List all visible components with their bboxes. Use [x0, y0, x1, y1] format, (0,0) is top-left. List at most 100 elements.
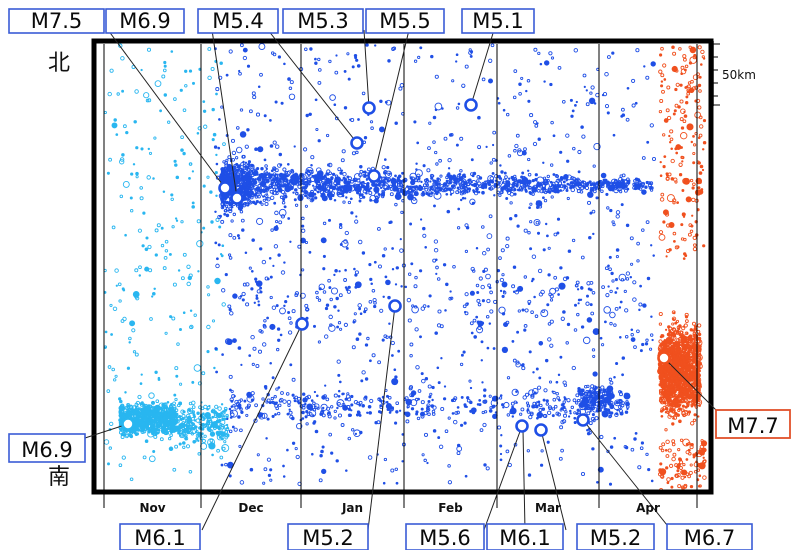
event-dot — [159, 424, 163, 428]
event-dot — [585, 301, 590, 306]
event-dot — [606, 182, 611, 187]
event-dot — [394, 375, 398, 379]
event-dot — [155, 399, 160, 404]
event-dot — [452, 419, 458, 425]
event-dot — [514, 214, 518, 218]
event-dot — [202, 226, 206, 230]
event-dot — [434, 150, 438, 155]
event-dot — [355, 58, 359, 62]
event-dot — [206, 416, 211, 421]
event-dot — [261, 397, 265, 401]
event-dot — [266, 196, 271, 202]
event-dot — [539, 403, 543, 408]
event-dot — [255, 294, 259, 297]
event-dot — [460, 353, 464, 357]
event-dot — [550, 195, 554, 199]
event-dot — [180, 276, 185, 281]
event-dot — [570, 405, 575, 410]
event-dot — [470, 331, 474, 335]
event-dot — [242, 55, 248, 61]
event-dot — [186, 425, 190, 430]
event-dot — [252, 346, 257, 351]
event-dot — [184, 84, 188, 88]
event-dot — [573, 328, 578, 332]
event-dot — [546, 174, 550, 179]
event-dot — [271, 376, 275, 380]
event-dot — [577, 170, 581, 174]
event-dot — [318, 176, 322, 181]
event-dot — [250, 287, 254, 291]
event-dot — [244, 161, 248, 165]
event-dot — [186, 407, 194, 415]
event-dot — [499, 164, 502, 167]
event-dot — [161, 403, 165, 407]
event-dot — [451, 412, 455, 415]
event-dot — [313, 390, 317, 394]
event-dot — [363, 136, 368, 140]
event-dot — [361, 370, 366, 375]
event-dot — [147, 244, 152, 250]
event-dot — [350, 211, 354, 215]
event-dot — [599, 400, 603, 404]
event-dot — [639, 284, 642, 288]
event-dot — [391, 354, 394, 357]
event-dot — [550, 163, 554, 167]
event-dot — [633, 345, 637, 349]
event-dot — [228, 308, 232, 312]
event-dot — [241, 298, 245, 302]
event-dot — [456, 406, 460, 409]
event-dot — [499, 277, 505, 283]
event-dot — [162, 68, 167, 73]
event-dot — [558, 181, 563, 186]
event-dot — [272, 264, 275, 268]
event-dot — [210, 423, 215, 428]
event-dot — [262, 481, 266, 485]
event-dot — [571, 109, 575, 113]
event-dot — [384, 188, 387, 191]
event-dot — [201, 415, 205, 419]
event-dot — [379, 99, 383, 104]
event-dot — [473, 335, 478, 339]
event-dot — [394, 202, 398, 207]
event-dot — [182, 252, 187, 257]
event-dot — [529, 113, 534, 118]
event-dot — [546, 190, 550, 194]
event-dot — [305, 307, 309, 312]
event-dot — [511, 340, 515, 343]
event-dot — [509, 192, 515, 197]
event-dot — [232, 293, 238, 299]
event-dot — [343, 69, 347, 73]
event-dot — [224, 273, 228, 277]
event-dot — [612, 186, 617, 191]
event-dot — [238, 444, 242, 448]
event-dot — [516, 224, 520, 228]
event-dot — [230, 399, 234, 403]
event-dot — [241, 291, 246, 297]
event-dot — [557, 293, 560, 296]
event-dot — [592, 371, 598, 377]
event-dot — [498, 306, 506, 314]
event-dot — [286, 162, 290, 166]
event-dot — [202, 109, 207, 113]
event-dot — [651, 156, 657, 162]
event-dot — [485, 145, 488, 149]
event-dot — [129, 320, 136, 327]
event-dot — [533, 47, 538, 52]
event-dot — [114, 268, 119, 273]
event-dot — [481, 77, 486, 82]
event-dot — [272, 166, 277, 171]
event-dot — [314, 175, 318, 180]
event-dot — [367, 405, 372, 409]
event-dot — [337, 167, 342, 172]
event-dot — [621, 107, 625, 112]
event-dot — [488, 179, 493, 184]
event-dot — [462, 189, 466, 194]
event-dot — [225, 158, 229, 162]
event-dot — [320, 449, 324, 454]
event-dot — [535, 184, 540, 188]
event-dot — [161, 74, 166, 79]
event-dot — [268, 178, 272, 182]
event-dot — [275, 220, 279, 224]
event-dot — [608, 255, 612, 259]
event-dot — [195, 437, 199, 441]
